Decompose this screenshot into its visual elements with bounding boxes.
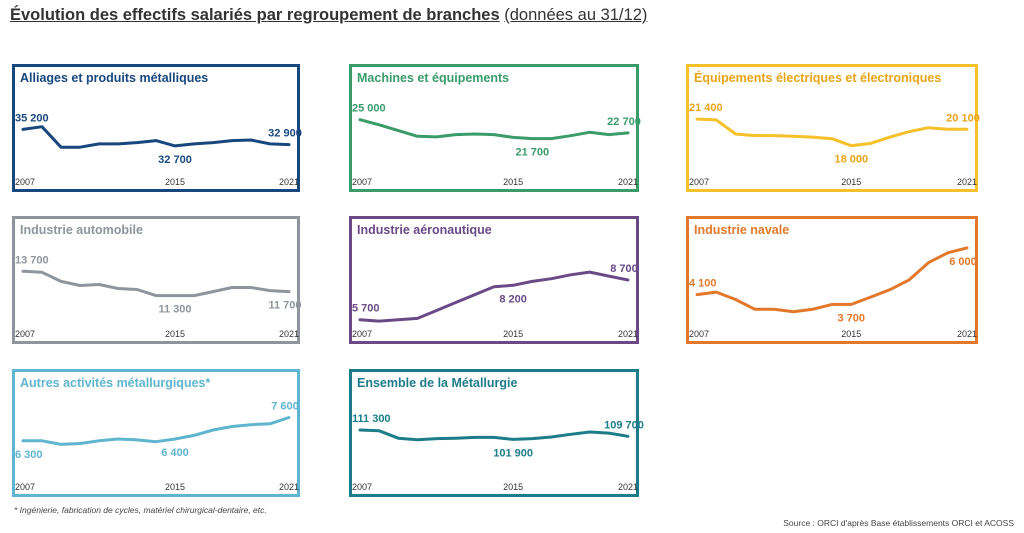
series-line — [358, 118, 630, 141]
x-tick-label: 2021 — [279, 177, 299, 187]
line-chart: 2007 2015 2021 21 400 18 000 20 100 — [689, 102, 980, 187]
data-label: 20 100 — [946, 112, 980, 124]
data-label: 6 400 — [161, 447, 189, 459]
x-tick-label: 2021 — [279, 482, 299, 492]
chart-panel-machines: Machines et équipements 2007 2015 2021 25 0… — [349, 64, 641, 192]
x-tick-label: 2021 — [957, 329, 977, 339]
x-tick-label: 2021 — [618, 329, 638, 339]
data-label: 6 300 — [15, 449, 43, 461]
line-chart: 2007 2015 2021 5 700 8 200 8 700 — [352, 263, 638, 339]
chart-panel-autres-activites: Autres activités métallurgiques* 2007 201… — [12, 369, 300, 497]
data-label: 11 300 — [158, 304, 191, 316]
x-tick-label: 2021 — [618, 177, 638, 187]
data-label: 8 200 — [499, 293, 527, 305]
source-note: Source : ORCI d'après Base établissement… — [783, 518, 1014, 528]
series-line — [358, 270, 630, 323]
series-line — [695, 246, 969, 314]
x-tick-label: 2015 — [841, 177, 861, 187]
x-tick-label: 2021 — [618, 482, 638, 492]
line-chart: 2007 2015 2021 25 000 21 700 22 700 — [352, 103, 641, 187]
chart-title: Alliages et produits métalliques — [20, 71, 209, 85]
data-label: 22 700 — [607, 116, 641, 128]
chart-title: Autres activités métallurgiques* — [20, 376, 211, 390]
data-label: 11 700 — [268, 300, 301, 312]
chart-panel-navale: Industrie navale 2007 2015 2021 4 100 3 700 6… — [686, 216, 978, 344]
data-label: 8 700 — [610, 263, 638, 275]
chart-panel-automobile: Industrie automobile 2007 2015 2021 13 700 1… — [12, 216, 302, 344]
data-label: 18 000 — [834, 154, 868, 166]
data-label: 101 900 — [493, 447, 533, 459]
x-tick-label: 2021 — [957, 177, 977, 187]
chart-panel-ensemble-metallurgie: Ensemble de la Métallurgie 2007 2015 2021 1… — [349, 369, 644, 497]
x-tick-label: 2007 — [15, 329, 35, 339]
x-tick-label: 2007 — [352, 482, 372, 492]
page-title-main: Évolution des effectifs salariés par reg… — [10, 6, 500, 24]
data-label: 5 700 — [352, 303, 380, 315]
data-label: 21 400 — [689, 102, 723, 114]
data-label: 32 900 — [268, 128, 302, 140]
series-line — [358, 428, 630, 442]
data-label: 13 700 — [15, 254, 49, 266]
page-title: Évolution des effectifs salariés par reg… — [10, 6, 647, 25]
chart-title: Industrie automobile — [20, 223, 143, 237]
series-line — [21, 269, 291, 298]
data-label: 111 300 — [352, 413, 391, 425]
x-tick-label: 2015 — [503, 177, 523, 187]
data-label: 4 100 — [689, 278, 717, 290]
line-chart: 2007 2015 2021 6 300 6 400 7 600 — [15, 401, 299, 493]
x-tick-label: 2015 — [503, 482, 523, 492]
x-tick-label: 2007 — [15, 482, 35, 492]
chart-title: Ensemble de la Métallurgie — [357, 376, 518, 390]
data-label: 21 700 — [515, 147, 549, 159]
chart-title: Équipements électriques et électroniques — [694, 71, 942, 85]
x-tick-label: 2007 — [15, 177, 35, 187]
data-label: 3 700 — [838, 312, 866, 324]
x-tick-label: 2007 — [689, 329, 709, 339]
x-tick-label: 2015 — [165, 177, 185, 187]
chart-panel-equipements-electriques: Équipements électriques et électroniques… — [686, 64, 980, 192]
x-tick-label: 2015 — [503, 329, 523, 339]
series-line — [695, 117, 969, 148]
x-tick-label: 2015 — [841, 329, 861, 339]
line-chart: 2007 2015 2021 13 700 11 300 11 700 — [15, 254, 302, 339]
chart-title: Industrie navale — [694, 223, 790, 237]
series-line — [21, 125, 291, 149]
chart-panel-aeronautique: Industrie aéronautique 2007 2015 2021 5 700… — [349, 216, 639, 344]
data-label: 6 000 — [949, 256, 977, 268]
chart-panel-alliages: Alliages et produits métalliques 2007 201… — [12, 64, 302, 192]
line-chart: 2007 2015 2021 4 100 3 700 6 000 — [689, 246, 977, 339]
x-tick-label: 2015 — [165, 482, 185, 492]
x-tick-label: 2007 — [352, 177, 372, 187]
data-label: 109 700 — [604, 419, 644, 431]
line-chart: 2007 2015 2021 35 200 32 700 32 900 — [15, 112, 302, 187]
x-tick-label: 2007 — [689, 177, 709, 187]
data-label: 32 700 — [158, 154, 192, 166]
line-chart: 2007 2015 2021 111 300 101 900 109 700 — [352, 413, 644, 492]
page-title-suffix: (données au 31/12) — [504, 6, 648, 24]
series-line — [21, 416, 291, 446]
data-label: 7 600 — [271, 401, 299, 413]
data-label: 25 000 — [352, 103, 386, 115]
data-label: 35 200 — [15, 112, 49, 124]
x-tick-label: 2021 — [279, 329, 299, 339]
footnote: * Ingénierie, fabrication de cycles, mat… — [14, 505, 267, 515]
x-tick-label: 2007 — [352, 329, 372, 339]
x-tick-label: 2015 — [165, 329, 185, 339]
chart-title: Machines et équipements — [357, 71, 510, 85]
chart-title: Industrie aéronautique — [357, 223, 492, 237]
